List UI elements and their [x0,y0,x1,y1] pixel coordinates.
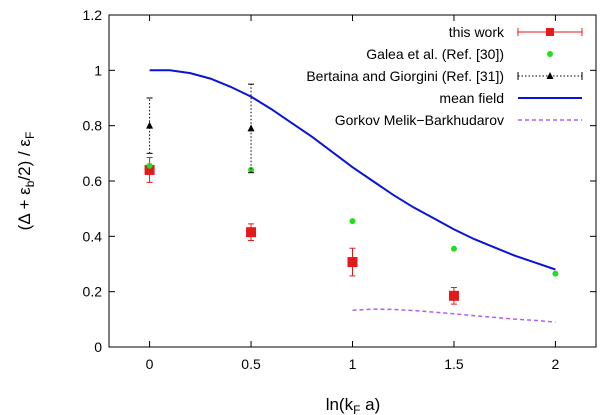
plot-frame [108,14,597,348]
legend-label: Galea et al. (Ref. [30]) [366,46,504,62]
series-3 [149,69,556,271]
x-axis-title: ln(kF a) [326,395,381,415]
y-tick-label: 0.4 [83,228,103,244]
data-point-square [246,227,257,238]
series-4 [352,308,556,323]
axis-ticks: 0 0.5 1 1.5 2 0 0.2 0.4 0.6 0.8 1 1.2 [83,7,596,372]
data-point-dot [248,166,255,173]
legend-label: Gorkov Melik−Barkhudarov [335,112,504,128]
y-tick-label: 0 [94,339,102,355]
data-point-dot [349,218,356,225]
legend-label: this work [449,24,505,40]
data-point-dot [552,270,559,277]
data-point-dot [450,245,457,252]
x-tick-label: 1.5 [444,356,464,372]
data-point-square [448,290,459,301]
data-point-triangle [146,121,154,129]
legend: this work Galea et al. (Ref. [30]) Bertain… [306,24,583,128]
x-tick-label: 2 [552,356,560,372]
y-tick-label: 1.2 [83,7,103,23]
x-tick-label: 0.5 [241,356,261,372]
series-line [352,308,556,323]
data-point-square [347,257,358,268]
y-tick-label: 1 [94,62,102,78]
data-point-dot [146,162,153,169]
y-axis-title: (Δ + εb/2) / εF [15,132,37,231]
series-1 [146,162,559,277]
data-point-square [144,164,155,175]
series-0 [144,156,459,305]
data-point-triangle [247,124,255,132]
series-line [149,69,556,271]
legend-label: Bertaina and Giorgini (Ref. [31]) [306,68,504,84]
x-tick-label: 1 [349,356,357,372]
series-layer [144,69,559,323]
legend-swatch-square [546,28,554,36]
legend-swatch-triangle [546,72,554,79]
x-tick-label: 0 [146,356,154,372]
y-tick-label: 0.6 [83,173,103,189]
legend-label: mean field [439,90,504,106]
y-tick-label: 0.8 [83,118,103,134]
series-2 [146,83,255,174]
legend-swatch-dot [547,51,553,57]
y-tick-label: 0.2 [83,284,103,300]
